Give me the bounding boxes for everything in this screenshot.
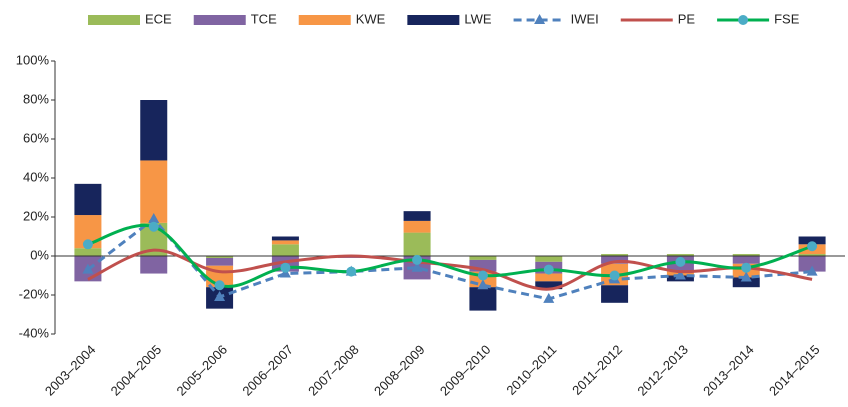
x-tick-label: 2013–2014: [700, 342, 757, 399]
y-tick-label: 60%: [23, 130, 49, 145]
line-series: [87, 216, 813, 301]
legend-swatch: [298, 15, 351, 25]
bar-segment: [601, 285, 629, 303]
bar-segment: [535, 256, 563, 262]
line-marker: [477, 279, 489, 290]
y-tick-label: -20%: [19, 286, 50, 301]
bar-segment: [403, 232, 431, 256]
line-marker: [543, 292, 555, 303]
bar-segment: [140, 256, 168, 274]
bar-segment: [798, 256, 826, 272]
x-tick-label: 2006–2007: [239, 342, 296, 399]
line-marker: [609, 270, 620, 281]
bar-segment: [403, 211, 431, 221]
bar-segment: [206, 257, 234, 266]
line-marker: [148, 212, 160, 223]
line-marker: [412, 254, 423, 265]
x-tick-label: 2011–2012: [569, 342, 625, 398]
bar-segment: [535, 281, 563, 290]
bar-segment: [666, 254, 694, 256]
line-marker: [740, 271, 752, 282]
legend-label: FSE: [774, 11, 800, 26]
line-marker: [280, 262, 291, 273]
x-tick-label: 2012–2013: [634, 342, 691, 399]
y-tick-label: 100%: [16, 52, 50, 67]
legend-label: ECE: [145, 11, 172, 26]
line-series: [87, 248, 813, 291]
line-marker: [675, 256, 686, 267]
bar-segment: [469, 287, 497, 311]
bar-segment: [469, 259, 497, 272]
bar-segment: [732, 254, 760, 256]
line-marker: [477, 270, 488, 281]
bar-segment: [732, 256, 760, 264]
x-tick-label: 2010–2011: [503, 342, 559, 398]
line-marker: [214, 290, 226, 301]
x-tick-label: 2014–2015: [766, 342, 823, 399]
bar-segment: [74, 183, 102, 216]
bar-segment: [798, 236, 826, 245]
line-marker: [674, 269, 686, 280]
bar-segment: [271, 244, 299, 256]
legend-label: KWE: [356, 11, 386, 26]
legend-label: IWEI: [571, 11, 599, 26]
bar-segment: [140, 160, 168, 223]
line-marker: [806, 265, 818, 276]
legend-label: TCE: [251, 11, 277, 26]
bar-segment: [535, 273, 563, 282]
line-marker: [214, 280, 225, 291]
legend-swatch: [88, 15, 140, 25]
y-tick-label: 0%: [30, 247, 49, 262]
line-marker: [82, 239, 93, 250]
bar-segment: [271, 240, 299, 245]
legend-marker: [534, 14, 546, 24]
x-tick-label: 2004–2005: [108, 342, 165, 399]
y-tick-label: 40%: [23, 169, 49, 184]
line-marker: [543, 264, 554, 275]
bar-segment: [140, 100, 168, 161]
x-tick-label: 2009–2010: [437, 342, 494, 399]
bar-segment: [271, 236, 299, 241]
line-marker: [411, 261, 423, 272]
line-marker: [148, 221, 159, 232]
bar-segment: [601, 254, 629, 256]
legend-label: LWE: [464, 11, 492, 26]
line-marker: [741, 262, 752, 273]
y-tick-label: 20%: [23, 208, 49, 223]
bar-segment: [469, 256, 497, 260]
bar-segment: [403, 220, 431, 233]
y-tick-label: -40%: [19, 325, 50, 340]
legend-swatch: [193, 15, 246, 25]
legend-swatch: [407, 15, 460, 25]
x-tick-label: 2007–2008: [305, 342, 362, 399]
line-marker: [346, 266, 357, 277]
bar-segment: [601, 256, 629, 264]
line-marker: [807, 241, 818, 252]
x-tick-label: 2008–2009: [371, 342, 428, 399]
x-tick-label: 2003–2004: [42, 342, 99, 399]
legend-label: PE: [678, 11, 696, 26]
bar-segment: [206, 256, 234, 258]
x-tick-label: 2005–2006: [174, 342, 231, 399]
legend-marker: [738, 15, 749, 25]
bar-segment: [732, 277, 760, 288]
y-tick-label: 80%: [23, 91, 49, 106]
bar-segment: [798, 254, 826, 256]
line-marker: [82, 263, 94, 274]
bar-segment: [74, 248, 102, 256]
